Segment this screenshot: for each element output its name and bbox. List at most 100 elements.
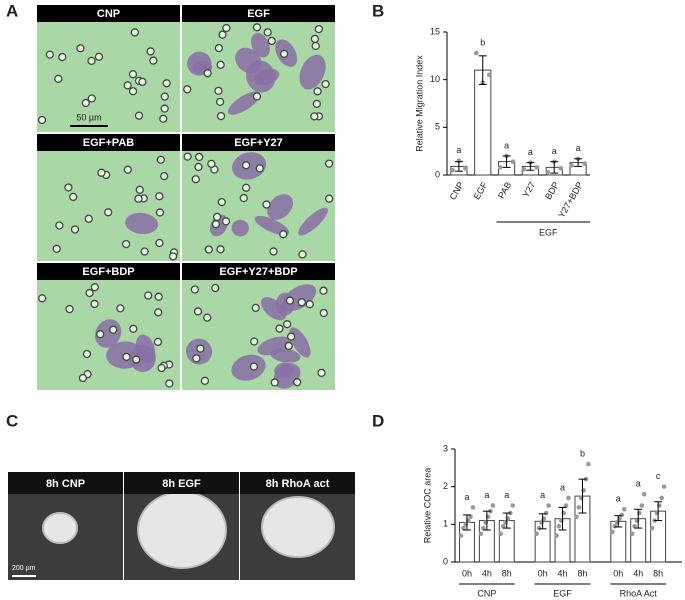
pore xyxy=(146,47,155,56)
image-header xyxy=(182,5,335,22)
bar xyxy=(474,69,492,176)
y-tick-label: 2 xyxy=(443,481,448,491)
pore xyxy=(191,175,200,184)
cell xyxy=(246,60,276,93)
pore xyxy=(155,192,164,201)
image-header xyxy=(8,472,123,494)
pore xyxy=(154,292,163,301)
pore xyxy=(85,288,94,298)
pore xyxy=(324,159,334,168)
x-tick-label: 8h xyxy=(653,568,663,578)
pore xyxy=(155,208,165,217)
group-label: EGF xyxy=(553,588,572,598)
pore xyxy=(162,79,171,88)
pore xyxy=(157,363,166,373)
pore xyxy=(183,85,192,94)
pore xyxy=(298,250,307,259)
pore xyxy=(267,36,276,46)
pore xyxy=(284,341,293,351)
pore xyxy=(76,44,85,53)
pore xyxy=(313,87,322,96)
pore xyxy=(221,217,231,226)
pore xyxy=(121,239,131,249)
pore xyxy=(155,238,164,248)
group-label: CNP xyxy=(477,588,496,598)
image-label: 8h RhoA act xyxy=(266,478,330,490)
data-point xyxy=(639,503,645,508)
pore xyxy=(94,52,104,61)
pore xyxy=(217,197,226,207)
pore xyxy=(90,283,99,292)
x-tick-label: EGF xyxy=(472,180,490,201)
significance-letter: a xyxy=(552,146,557,156)
pore xyxy=(130,28,139,37)
pore xyxy=(104,208,113,217)
x-tick-label: CNP xyxy=(448,180,466,201)
pore xyxy=(138,77,147,86)
pore xyxy=(128,70,138,79)
pore xyxy=(194,162,203,172)
pore xyxy=(123,165,132,174)
pore xyxy=(54,74,63,83)
pore xyxy=(305,300,314,309)
data-point xyxy=(486,72,492,78)
y-tick-label: 0 xyxy=(443,556,448,566)
data-point xyxy=(534,531,539,537)
pore xyxy=(52,244,61,253)
image-header xyxy=(240,472,355,494)
x-tick-label: 4h xyxy=(558,568,568,578)
pore xyxy=(263,28,272,37)
pore xyxy=(69,192,78,202)
significance-letter: a xyxy=(540,490,545,500)
pore xyxy=(196,344,205,353)
data-point xyxy=(498,531,504,537)
coc xyxy=(261,496,335,558)
cell xyxy=(231,219,249,237)
image-header xyxy=(37,263,180,280)
pore xyxy=(194,152,204,162)
pore xyxy=(82,349,92,359)
pore xyxy=(109,325,118,334)
pore xyxy=(314,24,324,34)
pore xyxy=(116,304,125,313)
pore xyxy=(129,324,138,333)
data-point xyxy=(576,505,582,510)
pore xyxy=(250,337,259,346)
group-label: EGF xyxy=(539,227,558,237)
cell xyxy=(267,194,294,220)
data-point xyxy=(463,166,468,171)
image-header xyxy=(37,5,180,22)
cell xyxy=(299,54,326,90)
pore xyxy=(154,308,163,317)
data-point xyxy=(490,503,496,508)
pore xyxy=(216,60,225,69)
pore xyxy=(269,247,278,256)
pore xyxy=(252,23,262,32)
micrograph xyxy=(182,134,335,261)
pore xyxy=(297,298,306,307)
pore xyxy=(249,362,259,371)
image-label: EGF+PAB xyxy=(83,137,135,149)
pore xyxy=(216,245,225,254)
pore xyxy=(90,299,99,309)
data-point xyxy=(497,165,503,170)
x-tick-label: Y27+BDP xyxy=(556,180,585,219)
pore xyxy=(280,49,289,59)
pore xyxy=(283,320,292,329)
pore xyxy=(262,200,271,209)
scale-bar-label: 50 µm xyxy=(76,112,101,122)
pore xyxy=(319,308,328,318)
pore xyxy=(159,172,169,181)
pore xyxy=(128,87,138,96)
pore xyxy=(324,194,334,203)
pore xyxy=(275,324,284,333)
pore xyxy=(193,307,203,316)
data-point xyxy=(458,533,464,538)
pore xyxy=(311,41,320,51)
pore xyxy=(45,50,54,59)
pore xyxy=(216,111,226,121)
data-point xyxy=(566,495,571,501)
pore xyxy=(132,355,141,364)
data-point xyxy=(569,163,574,168)
